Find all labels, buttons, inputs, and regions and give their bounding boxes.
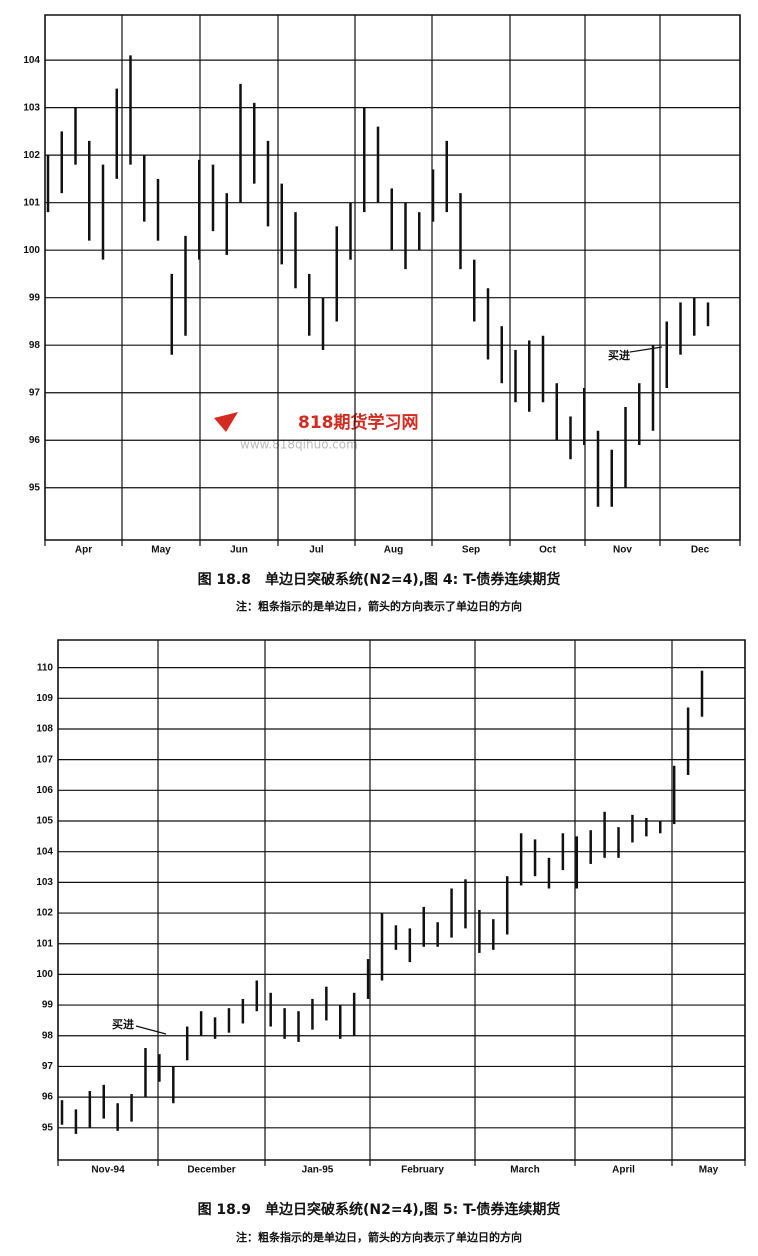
y-tick-label: 100 [36,969,53,980]
x-tick-label: May [151,545,171,556]
figure-note: 注：粗条指示的是单边日，箭头的方向表示了单边日的方向 [236,599,522,613]
figure-note: 注：粗条指示的是单边日，箭头的方向表示了单边日的方向 [236,1230,522,1244]
annotation: 买进 [112,1017,134,1031]
y-tick-label: 98 [29,340,41,351]
y-tick-label: 99 [42,1000,54,1011]
x-tick-label: April [612,1165,635,1176]
y-tick-label: 108 [36,724,53,735]
y-tick-label: 105 [36,816,53,827]
y-tick-label: 95 [42,1122,54,1133]
y-tick-label: 104 [36,846,53,857]
y-tick-label: 109 [36,693,53,704]
x-tick-label: Aug [384,545,403,556]
y-tick-label: 97 [29,387,41,398]
x-tick-label: Jun [230,545,248,556]
y-tick-label: 101 [23,197,40,208]
x-tick-label: Dec [691,545,710,556]
y-tick-label: 103 [36,877,53,888]
watermark-url: www.818qihuo.com [240,438,358,452]
x-tick-label: February [401,1165,444,1176]
y-tick-label: 95 [29,482,41,493]
figure-caption: 图 18.9 单边日突破系统(N2=4),图 5: T-债券连续期货 [198,1201,561,1218]
y-tick-label: 102 [23,150,40,161]
y-tick-label: 107 [36,754,53,765]
x-tick-label: Nov-94 [91,1165,125,1176]
annotation: 买进 [608,348,630,362]
x-tick-label: Jul [309,545,324,556]
y-tick-label: 103 [23,102,40,113]
x-tick-label: Nov [613,545,632,556]
y-tick-label: 96 [29,435,41,446]
plot-frame [44,14,741,541]
y-tick-label: 110 [37,662,54,673]
x-tick-label: May [699,1165,719,1176]
x-tick-label: Sep [462,545,480,556]
y-tick-label: 97 [42,1061,54,1072]
watermark-logo [214,412,238,432]
annotation-arrow [629,346,663,353]
y-tick-label: 101 [36,938,53,949]
x-tick-label: Jan-95 [302,1165,334,1176]
y-tick-label: 98 [42,1030,54,1041]
y-tick-label: 96 [42,1092,54,1103]
x-tick-label: Apr [75,545,92,556]
x-tick-label: Oct [539,545,556,556]
y-tick-label: 99 [29,292,41,303]
x-tick-label: March [510,1165,539,1176]
y-tick-label: 100 [23,245,40,256]
y-tick-label: 106 [36,785,53,796]
plot-frame [57,639,746,1161]
annotation-arrow [135,1025,167,1035]
x-tick-label: December [187,1165,235,1176]
figure-caption: 图 18.8 单边日突破系统(N2=4),图 4: T-债券连续期货 [198,571,561,588]
y-tick-label: 104 [23,55,40,66]
y-tick-label: 102 [36,908,53,919]
watermark-title: 818期货学习网 [298,412,419,433]
